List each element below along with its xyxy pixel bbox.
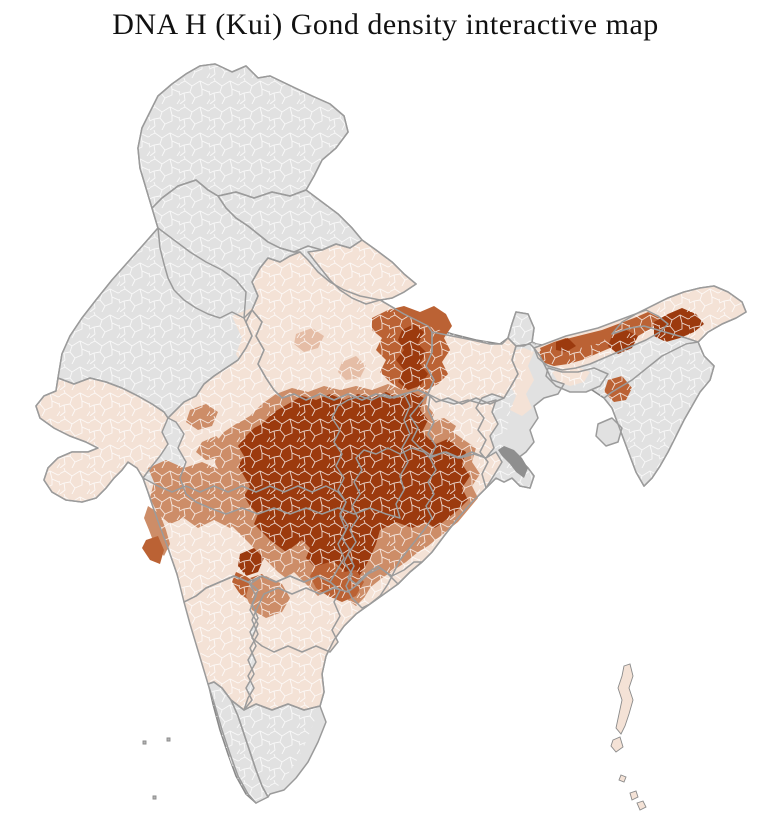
region-lakshadweep[interactable] (142, 737, 171, 800)
page-title: DNA H (Kui) Gond density interactive map (112, 8, 659, 41)
region-andaman-nicobar[interactable] (610, 663, 647, 811)
island-regions (142, 663, 647, 811)
region-sundarbans-delta[interactable] (498, 446, 528, 478)
